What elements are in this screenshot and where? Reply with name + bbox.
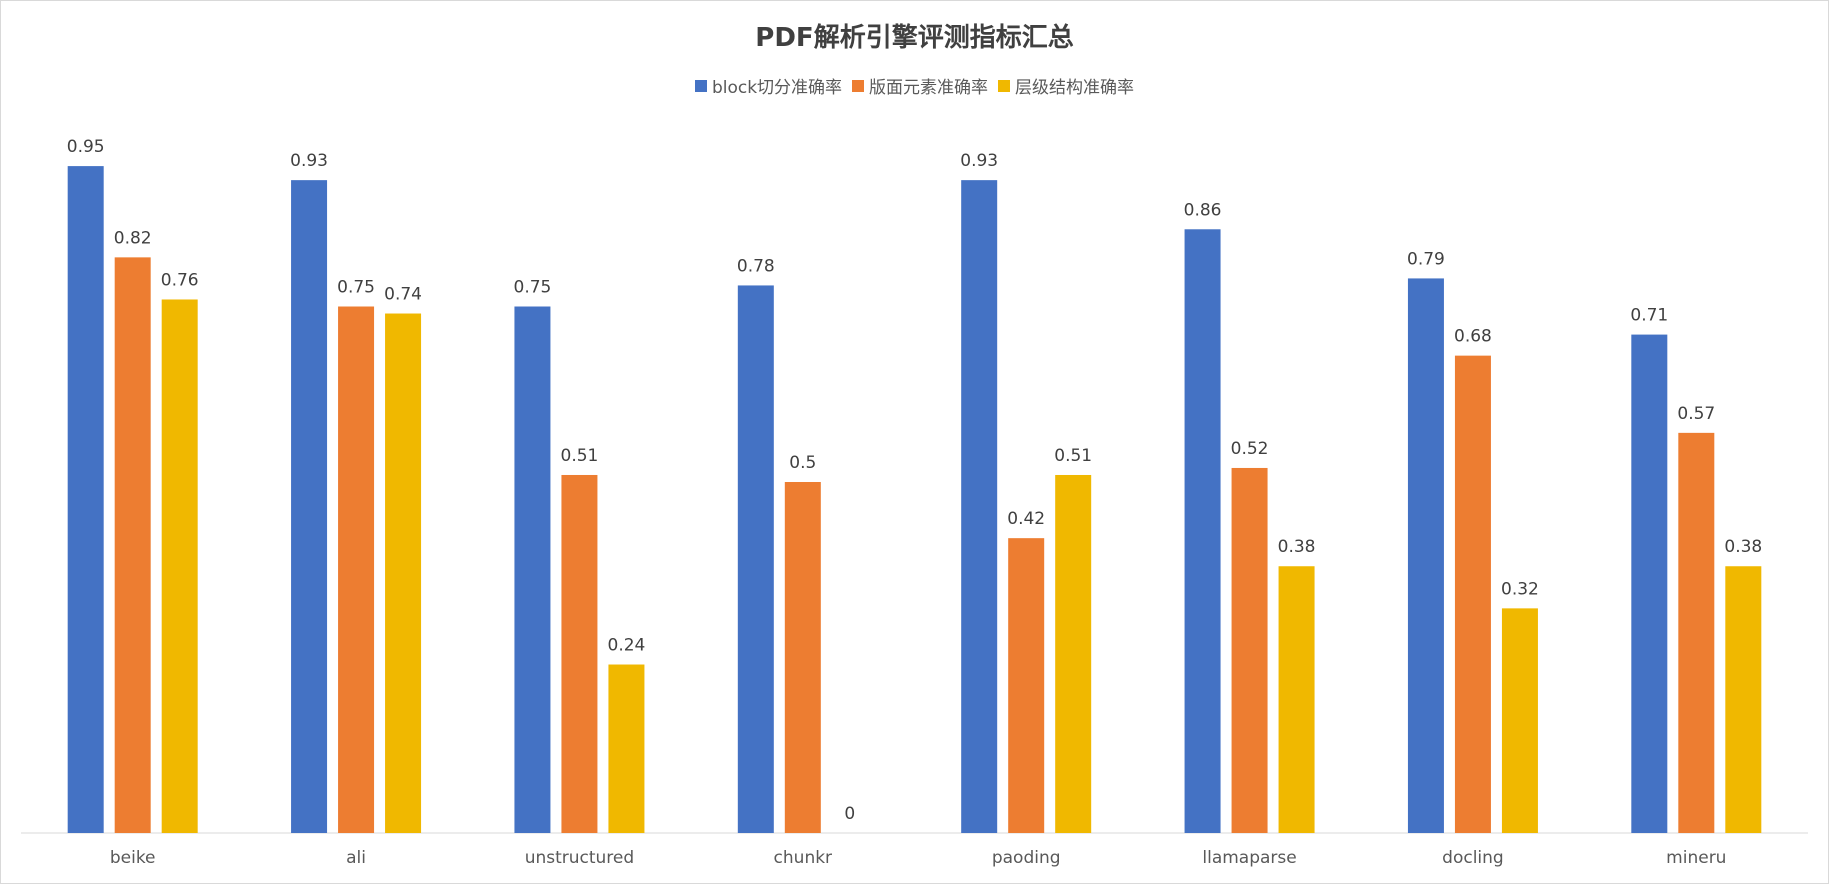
bar-beike-series-2 (114, 257, 151, 833)
data-label-chunkr-series-2: 0.5 (789, 453, 816, 473)
bar-llamaparse-series-2 (1231, 467, 1268, 833)
data-label-docling-series-2: 0.68 (1454, 327, 1492, 347)
bar-paoding-series-2 (1008, 538, 1045, 833)
legend-swatch-series-1 (694, 79, 707, 92)
data-label-llamaparse-series-3: 0.38 (1278, 537, 1316, 557)
data-label-unstructured-series-2: 0.51 (561, 446, 599, 466)
x-tick-label-unstructured: unstructured (525, 848, 635, 868)
bar-mineru-series-1 (1631, 334, 1668, 833)
data-label-ali-series-3: 0.74 (384, 285, 422, 305)
bar-mineru-series-2 (1678, 432, 1715, 833)
x-tick-label-llamaparse: llamaparse (1202, 848, 1296, 868)
legend-label-series-3: 层级结构准确率 (1015, 78, 1135, 98)
x-tick-label-chunkr: chunkr (774, 848, 833, 868)
chart-legend: block切分准确率 版面元素准确率 层级结构准确率 (1, 73, 1828, 98)
legend-item-series-1: block切分准确率 (694, 73, 843, 98)
legend-item-series-3: 层级结构准确率 (998, 73, 1134, 98)
x-tick-label-docling: docling (1442, 848, 1504, 868)
bar-docling-series-3 (1501, 608, 1538, 833)
bar-mineru-series-3 (1725, 566, 1762, 833)
data-label-paoding-series-2: 0.42 (1007, 509, 1045, 529)
data-label-unstructured-series-3: 0.24 (608, 636, 646, 656)
bar-unstructured-series-1 (514, 306, 551, 833)
data-label-docling-series-3: 0.32 (1501, 579, 1539, 599)
bar-beike-series-1 (67, 166, 104, 834)
bar-ali-series-1 (291, 180, 328, 833)
bar-llamaparse-series-1 (1184, 229, 1221, 833)
data-label-beike-series-1: 0.95 (67, 137, 105, 157)
data-label-beike-series-2: 0.82 (114, 228, 152, 248)
data-label-mineru-series-1: 0.71 (1630, 306, 1668, 326)
data-label-chunkr-series-3: 0 (844, 804, 855, 824)
legend-label-series-2: 版面元素准确率 (869, 78, 989, 98)
data-label-llamaparse-series-2: 0.52 (1231, 439, 1269, 459)
data-label-beike-series-3: 0.76 (161, 270, 199, 290)
data-label-chunkr-series-1: 0.78 (737, 256, 775, 276)
x-tick-label-paoding: paoding (992, 848, 1061, 868)
bar-unstructured-series-2 (561, 474, 598, 833)
data-label-mineru-series-2: 0.57 (1677, 404, 1715, 424)
x-tick-label-ali: ali (346, 848, 366, 868)
bar-docling-series-1 (1407, 278, 1444, 833)
bar-chunkr-series-1 (737, 285, 774, 833)
data-label-unstructured-series-1: 0.75 (514, 278, 552, 298)
bar-llamaparse-series-3 (1278, 566, 1315, 833)
bar-ali-series-2 (338, 306, 375, 833)
bar-beike-series-3 (161, 299, 198, 834)
legend-swatch-series-2 (852, 79, 865, 92)
bar-paoding-series-1 (961, 180, 998, 833)
legend-swatch-series-3 (998, 79, 1011, 92)
bar-unstructured-series-3 (608, 664, 645, 833)
bar-paoding-series-3 (1055, 474, 1092, 833)
data-label-mineru-series-3: 0.38 (1724, 537, 1762, 557)
bar-docling-series-2 (1454, 355, 1491, 833)
bar-ali-series-3 (385, 313, 422, 833)
legend-item-series-2: 版面元素准确率 (852, 73, 988, 98)
data-label-paoding-series-3: 0.51 (1054, 446, 1092, 466)
x-tick-label-beike: beike (110, 848, 156, 868)
data-label-ali-series-2: 0.75 (337, 278, 375, 298)
data-label-docling-series-1: 0.79 (1407, 249, 1445, 269)
data-label-llamaparse-series-1: 0.86 (1184, 200, 1222, 220)
legend-label-series-1: block切分准确率 (711, 78, 843, 98)
bar-chunkr-series-2 (784, 482, 821, 833)
data-label-ali-series-1: 0.93 (290, 151, 328, 171)
x-tick-label-mineru: mineru (1666, 848, 1726, 868)
chart-title: PDF解析引擎评测指标汇总 (755, 23, 1074, 53)
data-label-paoding-series-1: 0.93 (960, 151, 998, 171)
